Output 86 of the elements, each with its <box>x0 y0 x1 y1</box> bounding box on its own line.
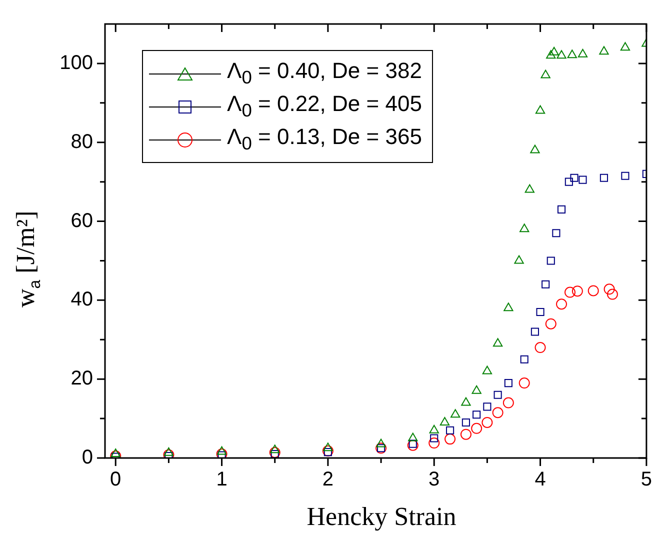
legend-label: Λ$_{0}$ = 0.22, De = 405 <box>227 91 422 122</box>
point <box>606 288 618 300</box>
point <box>518 378 530 389</box>
y-tick-label: 40 <box>70 288 93 311</box>
x-tick-label: 0 <box>110 468 122 491</box>
point <box>578 176 587 184</box>
point <box>471 422 482 434</box>
point <box>564 178 573 186</box>
point <box>269 446 280 458</box>
point <box>535 105 546 114</box>
point <box>578 48 588 58</box>
point <box>524 184 534 193</box>
point <box>600 174 608 182</box>
point <box>545 318 556 330</box>
point <box>482 416 493 428</box>
point <box>450 409 460 418</box>
point <box>428 438 440 449</box>
point <box>446 426 454 434</box>
point <box>216 448 228 458</box>
y-tick-label: 60 <box>70 210 93 232</box>
point <box>492 407 504 418</box>
point <box>323 442 333 452</box>
point <box>556 50 566 59</box>
y-tick-label: 80 <box>70 130 93 153</box>
point <box>502 397 514 408</box>
point <box>324 448 332 456</box>
point <box>572 286 583 297</box>
legend-label: Λ$_{0}$ = 0.13, De = 365 <box>227 124 422 155</box>
point <box>514 255 524 264</box>
point <box>604 284 615 295</box>
point <box>540 70 550 78</box>
point <box>440 416 450 426</box>
point <box>530 144 540 154</box>
point <box>620 42 630 51</box>
point <box>557 205 566 214</box>
y-tick-label: 0 <box>82 446 93 469</box>
point <box>376 438 386 448</box>
point <box>270 450 279 458</box>
point <box>536 308 544 316</box>
point <box>570 174 578 182</box>
point <box>444 434 456 445</box>
point <box>483 402 492 411</box>
x-axis-title: Hencky Strain <box>306 502 458 532</box>
point <box>492 338 503 347</box>
point <box>552 229 560 238</box>
point <box>567 50 577 58</box>
x-tick-label: 3 <box>428 468 440 491</box>
point <box>163 449 174 458</box>
point <box>460 428 472 440</box>
point <box>472 410 481 419</box>
point <box>408 432 418 442</box>
point <box>564 286 576 298</box>
point <box>556 298 568 310</box>
x-tick-label: 4 <box>534 468 546 491</box>
x-tick-label: 2 <box>322 468 334 491</box>
point <box>494 390 502 399</box>
point <box>588 285 599 296</box>
point <box>429 424 439 434</box>
y-tick-label: 20 <box>70 368 93 390</box>
point <box>534 342 546 354</box>
point <box>520 224 530 232</box>
point <box>430 434 438 442</box>
point <box>461 397 471 406</box>
point <box>407 440 418 451</box>
y-tick-label: 100 <box>60 52 93 74</box>
point <box>482 366 492 374</box>
point <box>530 328 539 336</box>
point <box>218 451 226 458</box>
point <box>599 46 609 55</box>
legend-label: Λ$_{0}$ = 0.40, De = 382 <box>227 58 422 89</box>
point <box>520 355 528 364</box>
point <box>472 385 482 394</box>
point <box>322 445 334 456</box>
point <box>546 50 556 59</box>
point <box>270 444 280 454</box>
x-tick-label: 5 <box>640 468 652 491</box>
point <box>546 256 555 265</box>
point <box>542 280 550 288</box>
point <box>462 418 470 427</box>
point <box>408 440 417 448</box>
point <box>621 172 630 180</box>
point <box>504 379 512 388</box>
x-tick-label: 1 <box>216 468 228 491</box>
point <box>216 446 227 455</box>
point <box>504 302 514 312</box>
point <box>549 46 559 56</box>
